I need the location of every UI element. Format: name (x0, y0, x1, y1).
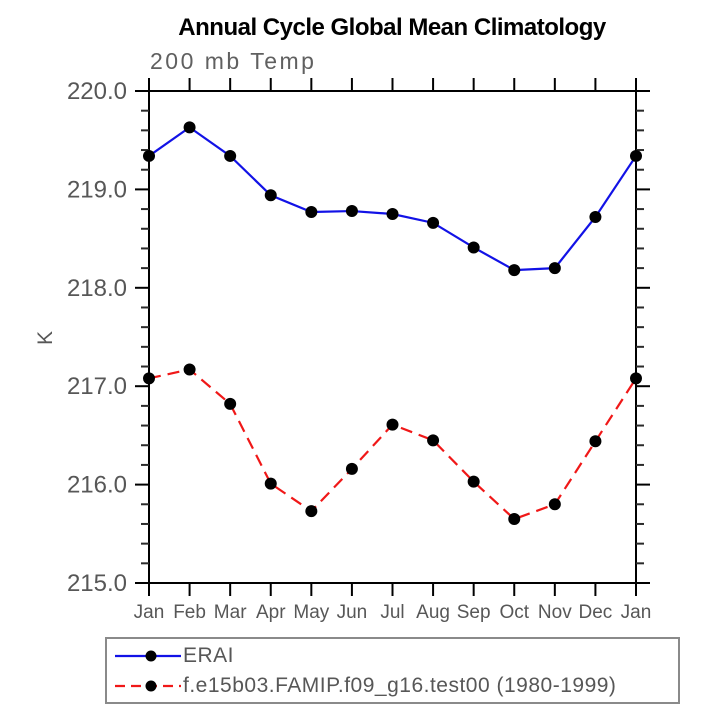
data-point (386, 418, 399, 431)
chart-title: Annual Cycle Global Mean Climatology (178, 14, 606, 41)
data-point (589, 210, 602, 223)
data-point (183, 363, 196, 376)
x-tick-label: Jan (621, 602, 652, 623)
legend: ERAI f.e15b03.FAMIP.f09_g16.test00 (1980… (105, 637, 680, 704)
data-point (345, 205, 358, 218)
data-point (386, 208, 399, 220)
x-tick-label: May (293, 602, 329, 623)
legend-swatch-solid-line (115, 650, 181, 661)
x-tick-label: Mar (214, 602, 247, 623)
legend-item-erai: ERAI (113, 643, 678, 669)
x-tick-label: Apr (256, 602, 286, 623)
x-tick-label: Jun (337, 602, 368, 623)
x-tick-label: Dec (579, 602, 613, 623)
x-tick-label: Jul (380, 602, 404, 623)
x-tick-label: Oct (499, 602, 529, 623)
legend-marker-dot (145, 680, 157, 691)
data-point (548, 498, 561, 511)
data-point (264, 477, 277, 490)
y-tick-label: 217.0 (67, 373, 127, 400)
chart-subtitle: 200 mb Temp (150, 48, 317, 74)
plot-svg: Jan Feb Mar Apr May Jun Jul Aug Sep Oct Nov Dec Jan 2… (67, 78, 652, 623)
data-point (508, 513, 521, 526)
legend-swatch-dashed-line (115, 680, 181, 691)
data-point (224, 397, 237, 410)
legend-marker-dot (145, 650, 157, 661)
data-point (467, 475, 480, 488)
data-point (467, 241, 480, 254)
data-point (427, 434, 440, 447)
data-point (630, 149, 642, 162)
x-tick-label: Nov (538, 602, 572, 623)
data-point (183, 121, 196, 134)
data-point (305, 505, 318, 518)
x-tick-label: Feb (173, 602, 206, 623)
data-point (548, 262, 561, 275)
legend-label-erai: ERAI (183, 643, 235, 667)
y-tick-label: 219.0 (67, 176, 127, 203)
x-tick-label: Aug (416, 602, 450, 623)
y-tick-label: 218.0 (67, 275, 127, 302)
data-point (427, 216, 440, 229)
legend-label-model: f.e15b03.FAMIP.f09_g16.test00 (1980-1999… (183, 673, 617, 697)
series-line-1 (148, 368, 637, 521)
y-tick-label: 216.0 (67, 472, 127, 499)
legend-item-model: f.e15b03.FAMIP.f09_g16.test00 (1980-1999… (113, 673, 678, 699)
data-point (264, 189, 277, 202)
data-point (345, 462, 358, 475)
data-point (143, 372, 155, 385)
y-tick-label: 215.0 (67, 570, 127, 597)
data-point (143, 149, 155, 162)
x-tick-label: Sep (457, 602, 491, 623)
data-point (630, 372, 642, 385)
data-point (508, 264, 521, 277)
data-point (589, 435, 602, 448)
series-line-0 (148, 126, 637, 272)
data-point (305, 206, 318, 219)
data-point (224, 149, 237, 162)
y-tick-label: 220.0 (67, 78, 127, 105)
x-tick-label: Jan (134, 602, 165, 623)
